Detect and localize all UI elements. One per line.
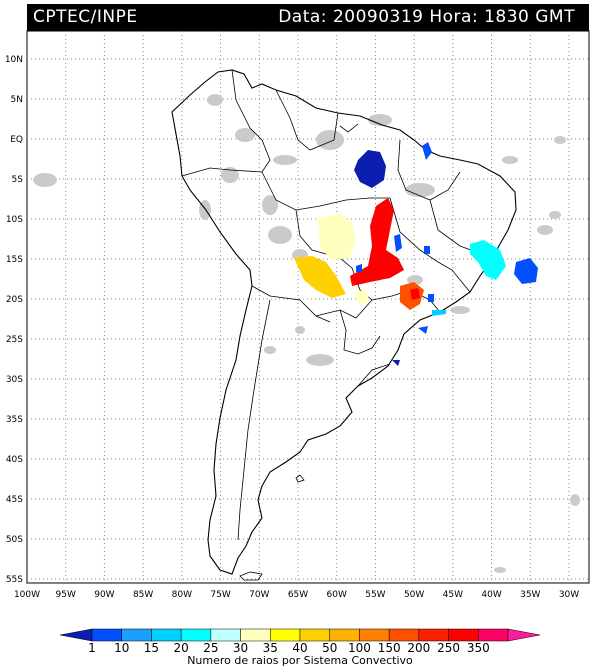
legend-tick-label: 350 <box>467 641 490 655</box>
legend-swatch <box>418 628 449 642</box>
cluster-small-blue-2 <box>424 246 430 254</box>
cluster-atlantic-cyan <box>470 240 506 280</box>
cluster-sao-paulo-red <box>410 288 420 300</box>
legend-swatch <box>151 628 182 642</box>
cluster-small-blue-3 <box>356 264 362 272</box>
legend-swatch <box>448 628 479 642</box>
legend-tick-label: 50 <box>322 641 337 655</box>
header-bar: CPTEC/INPE Data: 20090319 Hora: 1830 GMT <box>27 4 589 31</box>
legend-tick-label: 150 <box>378 641 401 655</box>
date-time-label: Data: 20090319 Hora: 1830 GMT <box>278 7 575 27</box>
lon-label: 85W <box>133 590 153 600</box>
lat-label: 10S <box>6 215 23 225</box>
cluster-bolivia-yellow <box>294 256 346 298</box>
lat-label: 45S <box>6 495 23 505</box>
legend-colorbar <box>59 628 541 642</box>
legend-caption: Numero de raios por Sistema Convectivo <box>187 654 413 667</box>
cluster-mato-grosso-red <box>350 198 404 286</box>
cluster-small-cyan <box>432 310 446 316</box>
legend-swatch <box>180 628 212 642</box>
cluster-north-small-blue <box>422 142 432 160</box>
legend-swatch <box>240 628 271 642</box>
legend-tick-label: 10 <box>114 641 129 655</box>
lat-label: 30S <box>6 375 23 385</box>
legend-swatch <box>210 628 241 642</box>
lon-label: 75W <box>210 590 230 600</box>
legend-tick-label: 250 <box>437 641 460 655</box>
longitude-labels: 100W 95W 90W 85W 80W 75W 70W 65W 60W 55W 50W 45W 40W… <box>14 590 579 600</box>
latitude-labels: 10N 5N EQ 5S 10S 15S 20S 25S 30S 35S 40S 45S 50S 55S <box>5 55 23 585</box>
cluster-small-blue-4 <box>418 326 428 334</box>
legend-tick-label: 100 <box>348 641 371 655</box>
legend-swatch <box>329 628 360 642</box>
legend-tick-labels: 1 10 15 20 25 30 35 40 50 100 150 200 250 350 <box>88 641 490 655</box>
source-label: CPTEC/INPE <box>33 7 138 27</box>
lat-label: 10N <box>5 55 23 65</box>
legend-tick-label: 40 <box>292 641 307 655</box>
lat-label: EQ <box>10 135 23 145</box>
legend-tick-label: 15 <box>144 641 159 655</box>
map-frame <box>26 30 590 584</box>
lon-label: 95W <box>56 590 76 600</box>
legend-swatch <box>270 628 301 642</box>
lat-label: 50S <box>6 535 23 545</box>
legend-swatch <box>299 628 330 642</box>
lat-label: 5S <box>12 175 24 185</box>
lightning-clusters <box>294 142 538 366</box>
lat-label: 55S <box>6 575 23 585</box>
legend-tick-label: 25 <box>203 641 218 655</box>
cluster-small-blue-5 <box>392 360 400 366</box>
legend-swatch <box>359 628 390 642</box>
cluster-small-blue-1 <box>394 234 402 252</box>
lat-label: 20S <box>6 295 23 305</box>
legend-tick-label: 20 <box>174 641 189 655</box>
lon-label: 55W <box>365 590 385 600</box>
legend-tick-label: 35 <box>263 641 278 655</box>
legend-swatch <box>388 628 420 642</box>
lon-label: 50W <box>404 590 424 600</box>
lon-label: 35W <box>520 590 540 600</box>
cluster-central-amazon <box>354 150 386 188</box>
legend-swatch <box>478 628 509 642</box>
lon-label: 40W <box>481 590 501 600</box>
south-america-outline <box>171 69 517 575</box>
legend-swatch <box>121 628 152 642</box>
lon-label: 80W <box>172 590 192 600</box>
lon-label: 65W <box>288 590 308 600</box>
lon-label: 90W <box>94 590 114 600</box>
cluster-pantanal-cream <box>318 214 356 260</box>
falkland-islands <box>239 474 305 581</box>
lat-label: 5N <box>11 95 23 105</box>
legend-tick-label: 200 <box>407 641 430 655</box>
lon-label: 60W <box>327 590 347 600</box>
cluster-small-blue-6 <box>428 294 434 302</box>
lat-label: 40S <box>6 455 23 465</box>
legend-arrow-right <box>507 628 541 642</box>
cluster-atlantic-blue <box>514 258 538 284</box>
lat-label: 25S <box>6 335 23 345</box>
legend-tick-label: 30 <box>233 641 248 655</box>
cluster-south-cream <box>354 290 370 306</box>
lat-label: 15S <box>6 255 23 265</box>
legend-tick-label: 1 <box>88 641 96 655</box>
lon-label: 30W <box>559 590 579 600</box>
legend-swatch <box>91 628 122 642</box>
lon-label: 45W <box>443 590 463 600</box>
lon-label: 70W <box>249 590 269 600</box>
legend-arrow-left <box>59 628 93 642</box>
lon-label: 100W <box>14 590 40 600</box>
lat-label: 35S <box>6 415 23 425</box>
